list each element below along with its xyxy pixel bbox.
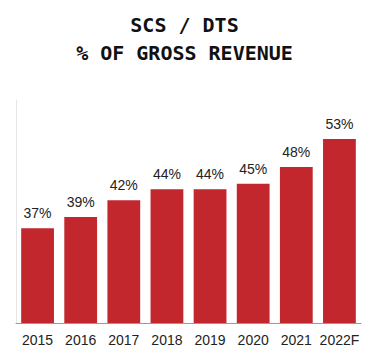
svg-text:SCS / DTS: SCS / DTS — [130, 13, 238, 37]
svg-text:48%: 48% — [282, 144, 310, 160]
svg-text:2022F: 2022F — [320, 332, 360, 348]
svg-text:2018: 2018 — [151, 332, 182, 348]
svg-text:2021: 2021 — [281, 332, 312, 348]
svg-text:2019: 2019 — [194, 332, 225, 348]
svg-text:44%: 44% — [153, 166, 181, 182]
svg-text:2017: 2017 — [108, 332, 139, 348]
svg-text:37%: 37% — [24, 205, 52, 221]
svg-text:45%: 45% — [239, 161, 267, 177]
svg-text:53%: 53% — [325, 116, 353, 132]
svg-text:42%: 42% — [110, 177, 138, 193]
svg-text:% OF GROSS REVENUE: % OF GROSS REVENUE — [76, 41, 293, 65]
svg-text:39%: 39% — [67, 194, 95, 210]
svg-text:2015: 2015 — [22, 332, 53, 348]
svg-text:2020: 2020 — [238, 332, 269, 348]
svg-text:2016: 2016 — [65, 332, 96, 348]
svg-text:44%: 44% — [196, 166, 224, 182]
